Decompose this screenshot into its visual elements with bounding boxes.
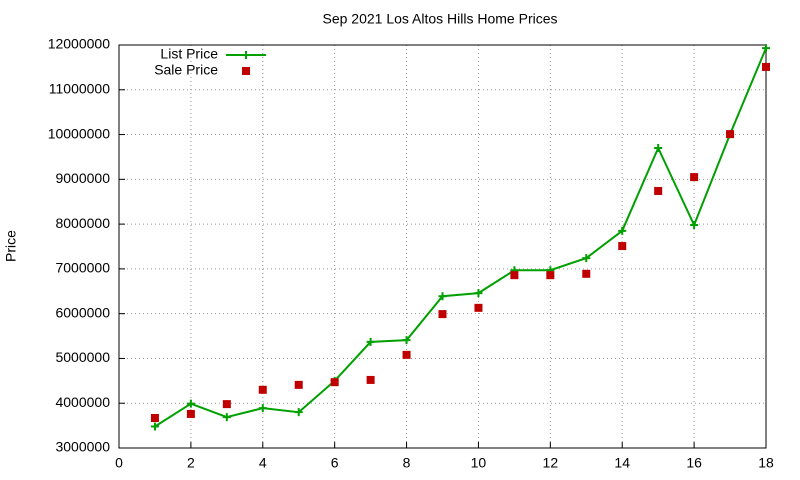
- point: [438, 310, 447, 319]
- y-tick-label: 5000000: [55, 349, 110, 365]
- x-tick-label: 4: [259, 455, 267, 471]
- point: [582, 269, 591, 278]
- point: [366, 375, 375, 384]
- y-tick-label: 8000000: [55, 215, 110, 231]
- point: [294, 408, 303, 417]
- legend-marker: [242, 67, 250, 75]
- legend-label: List Price: [160, 46, 218, 62]
- chart-title: Sep 2021 Los Altos Hills Home Prices: [323, 11, 558, 27]
- point: [402, 336, 411, 345]
- x-tick-label: 0: [115, 455, 123, 471]
- point: [258, 385, 267, 394]
- legend-label: Sale Price: [154, 62, 218, 78]
- y-tick-label: 11000000: [49, 80, 110, 96]
- point: [690, 221, 699, 230]
- point: [186, 409, 195, 418]
- y-tick-label: 10000000: [48, 125, 111, 141]
- x-tick-label: 14: [614, 455, 630, 471]
- y-tick-label: 6000000: [55, 304, 110, 320]
- point: [402, 350, 411, 359]
- point: [510, 271, 519, 280]
- point: [294, 380, 303, 389]
- point: [618, 242, 627, 251]
- point: [150, 422, 159, 431]
- point: [654, 186, 663, 195]
- point: [366, 337, 375, 346]
- point: [330, 378, 339, 387]
- x-tick-label: 10: [471, 455, 487, 471]
- x-tick-label: 8: [403, 455, 411, 471]
- legend-marker: [242, 51, 250, 59]
- point: [438, 292, 447, 301]
- y-tick-label: 3000000: [55, 439, 110, 455]
- point: [474, 289, 483, 298]
- y-tick-label: 12000000: [48, 36, 111, 52]
- point: [618, 226, 627, 235]
- point: [546, 271, 555, 280]
- point: [582, 254, 591, 263]
- point: [222, 413, 231, 422]
- plot-frame: [118, 44, 767, 449]
- point: [150, 413, 159, 422]
- point: [690, 173, 699, 182]
- x-tick-label: 6: [331, 455, 339, 471]
- point: [258, 404, 267, 413]
- data-line: [154, 47, 767, 428]
- y-tick-label: 7000000: [55, 260, 110, 276]
- y-tick-label: 9000000: [55, 170, 110, 186]
- point: [186, 399, 195, 408]
- y-tick-label: 4000000: [55, 394, 110, 410]
- point: [474, 303, 483, 312]
- point: [762, 62, 770, 71]
- x-tick-label: 18: [758, 455, 774, 471]
- point: [762, 44, 770, 53]
- point: [654, 143, 663, 152]
- point: [726, 130, 735, 139]
- x-tick-label: 2: [187, 455, 195, 471]
- x-tick-label: 16: [686, 455, 702, 471]
- x-tick-label: 12: [543, 455, 559, 471]
- point: [222, 400, 231, 409]
- y-axis-label: Price: [3, 230, 19, 262]
